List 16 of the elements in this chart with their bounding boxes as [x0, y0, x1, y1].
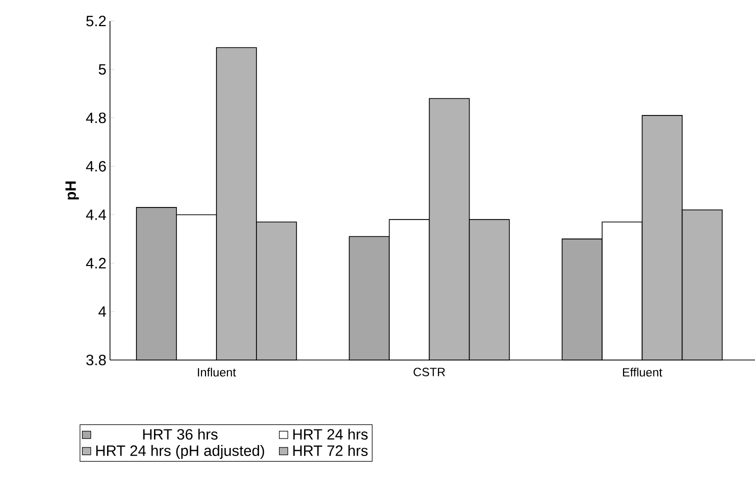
legend-label: HRT 24 hrs — [293, 428, 368, 440]
x-tick-label: CSTR — [414, 368, 446, 376]
y-tick-label: 4.4 — [86, 210, 106, 220]
y-axis-title: pH — [65, 182, 79, 200]
y-tick-label: 4.2 — [86, 258, 106, 268]
x-tick-label: Effluent — [623, 368, 662, 377]
y-tick-label: 4.8 — [86, 112, 106, 124]
y-tick-label: 3.8 — [86, 354, 106, 366]
y-tick-label: 5 — [98, 64, 106, 75]
text: HRT 36 hrs — [143, 428, 218, 440]
x-tick-label: Influent — [198, 368, 236, 377]
y-tick-label: 4.6 — [86, 160, 106, 172]
y-tick-label: 4 — [98, 306, 106, 317]
y-tick-label: 5.2 — [86, 16, 106, 26]
legend-label: HRT 24 hrs (pH adjusted) — [96, 445, 264, 459]
legend-label: HRT 72 hrs — [293, 445, 368, 456]
